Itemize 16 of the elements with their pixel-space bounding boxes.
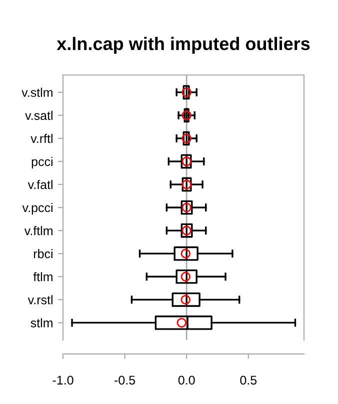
y-tick-label: pcci <box>32 156 52 169</box>
chart-title: x.ln.cap with imputed outliers <box>56 36 310 54</box>
y-tick-label: v.stlm <box>22 88 52 97</box>
y-tick-label: v.ftlm <box>24 226 52 236</box>
y-tick-label: v.pcci <box>22 202 52 215</box>
x-tick-label: -1.0 <box>52 376 74 385</box>
y-tick-label: ftlm <box>33 272 52 282</box>
y-tick-label: rbci <box>34 249 52 258</box>
x-tick-label: -0.5 <box>114 376 136 385</box>
y-tick-label: stlm <box>30 318 52 328</box>
x-tick-label: 0.5 <box>240 376 257 385</box>
x-tick-label: 0.0 <box>178 376 195 385</box>
y-tick-label: v.satl <box>25 110 52 120</box>
y-tick-label: v.fatl <box>28 180 52 190</box>
y-tick-label: v.rftl <box>30 134 52 143</box>
y-tick-label: v.rstl <box>28 295 52 304</box>
